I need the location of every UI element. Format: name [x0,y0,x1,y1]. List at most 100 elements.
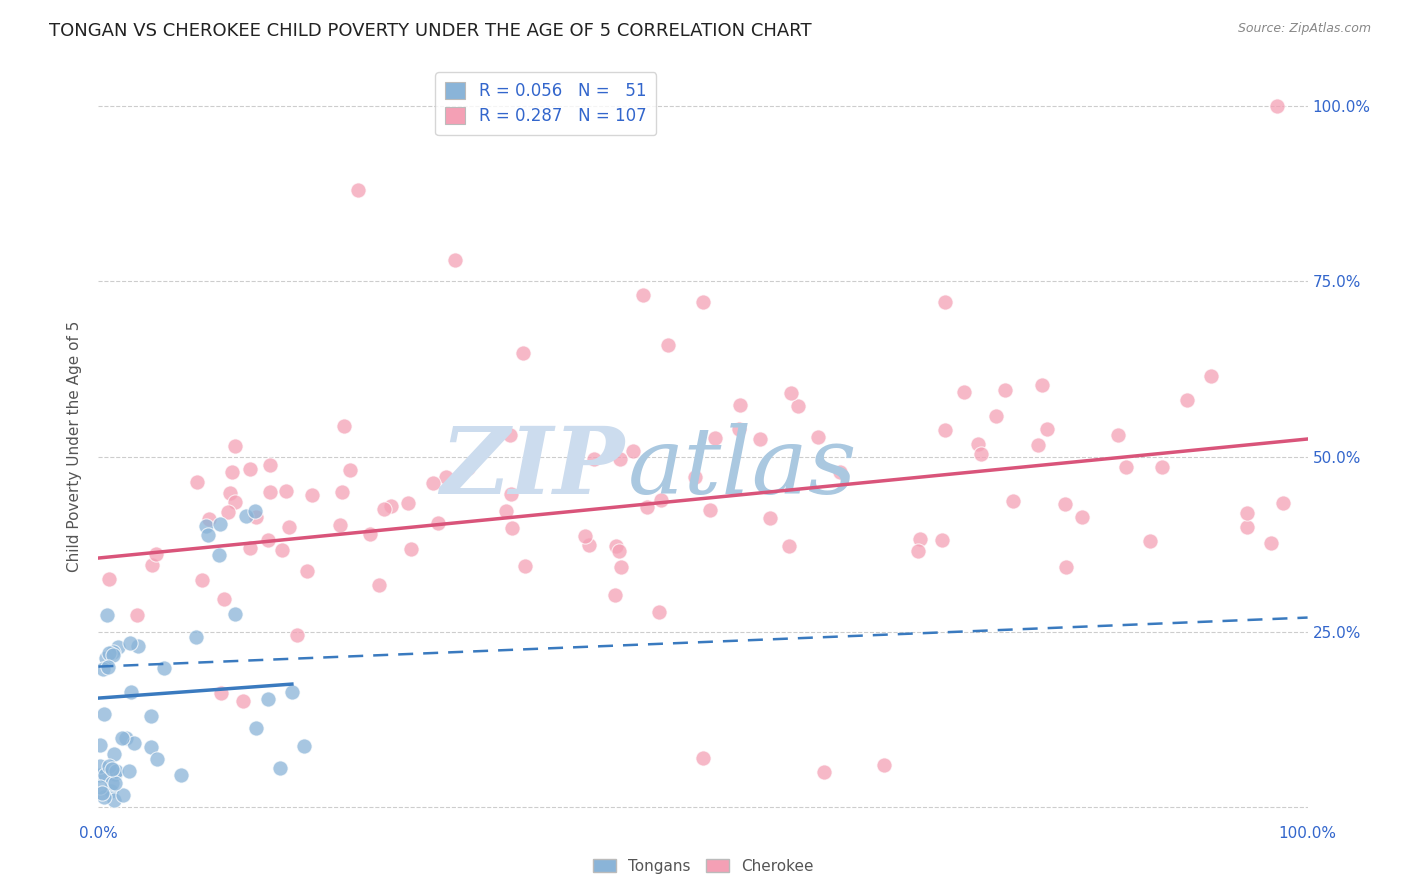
Point [1260,536,1282,550]
Point [208,548,231,562]
Point [513,559,536,574]
Point [931,533,953,547]
Point [217,505,239,519]
Point [1175,393,1198,408]
Point [830,465,852,479]
Point [609,451,631,466]
Point [184,630,207,644]
Point [444,253,467,268]
Point [970,447,993,461]
Point [685,470,707,484]
Point [93,662,115,676]
Point [657,338,679,352]
Point [339,463,361,477]
Point [1236,506,1258,520]
Point [97,572,120,586]
Point [235,508,257,523]
Point [269,761,291,775]
Point [967,437,990,451]
Point [139,740,162,755]
Point [127,607,149,622]
Point [285,628,308,642]
Point [219,486,242,500]
Point [239,541,262,555]
Point [104,764,127,778]
Point [208,516,231,531]
Point [1115,460,1137,475]
Point [332,485,354,500]
Point [292,739,315,754]
Point [89,780,111,795]
Point [1152,460,1174,475]
Legend: Tongans, Cherokee: Tongans, Cherokee [586,853,820,880]
Point [607,544,630,558]
Point [934,423,956,437]
Point [94,651,117,665]
Point [986,409,1008,423]
Point [245,721,267,735]
Point [186,475,208,489]
Point [578,538,600,552]
Point [329,518,352,533]
Point [90,786,112,800]
Point [103,747,125,761]
Point [170,767,193,781]
Point [727,422,749,436]
Point [89,739,111,753]
Point [650,493,672,508]
Point [908,532,931,546]
Point [603,588,626,602]
Point [115,731,138,745]
Point [1272,496,1295,510]
Point [89,759,111,773]
Point [145,547,167,561]
Y-axis label: Child Poverty Under the Age of 5: Child Poverty Under the Age of 5 [67,320,83,572]
Point [301,488,323,502]
Point [332,418,354,433]
Point [245,509,267,524]
Point [499,428,522,442]
Point [501,521,523,535]
Point [1236,519,1258,533]
Point [93,790,115,805]
Point [367,578,389,592]
Point [100,776,122,790]
Point [512,346,534,360]
Point [396,496,419,510]
Point [648,606,671,620]
Point [259,458,281,472]
Point [582,452,605,467]
Point [139,708,162,723]
Point [97,659,120,673]
Point [221,466,243,480]
Point [621,443,644,458]
Point [807,429,830,443]
Text: ZIP: ZIP [440,424,624,514]
Point [1001,494,1024,508]
Point [127,639,149,653]
Point [1139,533,1161,548]
Point [434,470,457,484]
Point [401,542,423,557]
Point [1267,99,1289,113]
Point [145,752,167,766]
Point [907,544,929,558]
Legend: R = 0.056   N =   51, R = 0.287   N = 107: R = 0.056 N = 51, R = 0.287 N = 107 [436,72,657,136]
Point [274,483,297,498]
Point [574,528,596,542]
Point [122,736,145,750]
Point [1053,496,1076,510]
Point [786,399,808,413]
Point [111,731,134,745]
Point [107,640,129,654]
Point [347,183,370,197]
Point [1107,427,1129,442]
Point [1026,438,1049,452]
Point [1054,559,1077,574]
Point [501,487,523,501]
Point [112,789,135,803]
Point [103,792,125,806]
Point [994,383,1017,397]
Point [758,511,780,525]
Point [94,768,117,782]
